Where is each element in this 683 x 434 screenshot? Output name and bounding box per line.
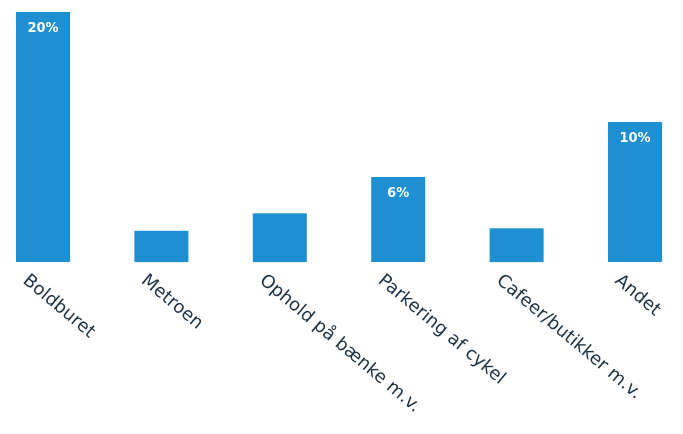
bar-value-label-0: 20% [27, 21, 58, 36]
category-labels-group: Boldburet Metroen Ophold på bænke m.v.Park… [19, 270, 665, 417]
bar-value-label-5: 10% [619, 131, 650, 146]
bar-2 [252, 213, 307, 263]
bar-value-label-3: 6% [387, 186, 409, 201]
category-label-3: Parkering af cykel [374, 270, 510, 389]
bar-1 [134, 230, 189, 263]
bar-4 [489, 228, 544, 263]
bar-0 [16, 12, 70, 262]
bars-group [16, 12, 662, 263]
category-label-1: Metroen [137, 270, 207, 334]
bar-5 [608, 122, 662, 262]
bar-labels-group: 20% 6% 10% [27, 21, 650, 201]
category-label-0: Boldburet [19, 270, 100, 343]
bar-3 [371, 177, 426, 262]
category-label-5: Andet [611, 270, 665, 320]
